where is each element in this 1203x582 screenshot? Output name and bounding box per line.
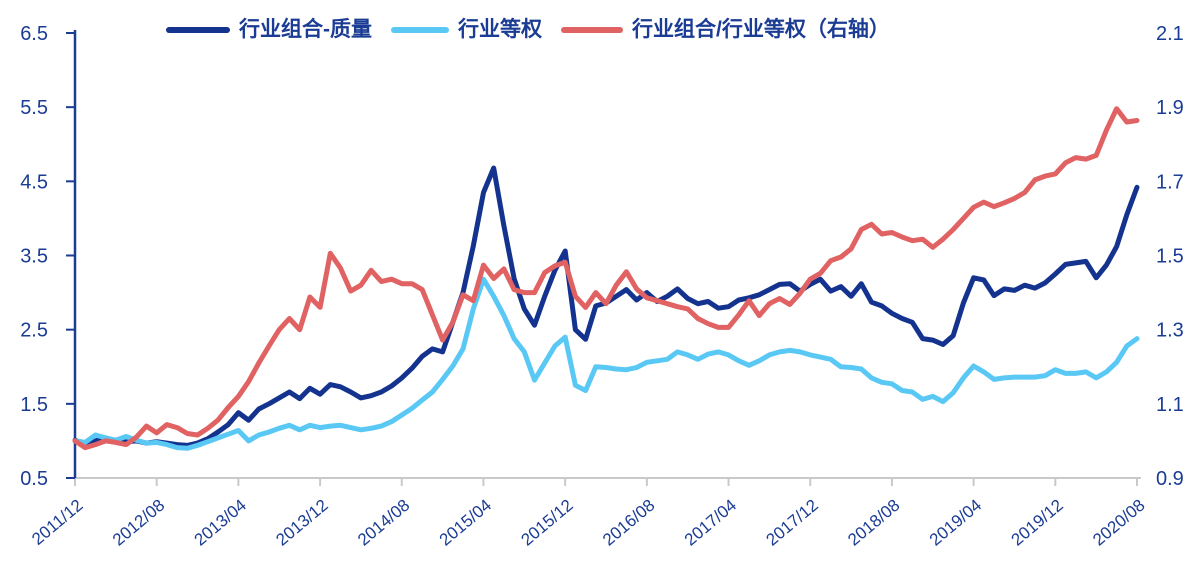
right-axis-tick-label: 1.1 xyxy=(1156,394,1184,416)
left-axis-tick-label: 6.5 xyxy=(20,23,48,45)
x-axis-tick-label: 2019/12 xyxy=(1008,496,1067,550)
x-axis-tick-label: 2017/12 xyxy=(763,496,822,550)
right-axis-tick-label: 1.5 xyxy=(1156,246,1184,268)
x-axis-tick-label: 2018/08 xyxy=(844,496,903,550)
x-axis-tick-label: 2012/08 xyxy=(109,496,168,550)
right-axis-tick-label: 0.9 xyxy=(1156,468,1184,490)
right-axis-tick-label: 1.7 xyxy=(1156,171,1184,193)
x-axis-tick-label: 2017/04 xyxy=(681,496,740,550)
left-axis-tick-label: 2.5 xyxy=(20,320,48,342)
x-axis-tick-label: 2015/12 xyxy=(517,496,576,550)
x-axis-tick-label: 2016/08 xyxy=(599,496,658,550)
series-line-red xyxy=(72,106,1140,451)
left-axis-tick-label: 5.5 xyxy=(20,97,48,119)
left-axis-tick-label: 0.5 xyxy=(20,468,48,490)
x-axis-tick-label: 2015/04 xyxy=(436,496,495,550)
legend-label-ratio-right-axis: 行业组合/行业等权（右轴） xyxy=(632,18,890,41)
x-axis-tick-label: 2011/12 xyxy=(28,496,86,549)
legend-item-quality-portfolio: 行业组合-质量 xyxy=(166,16,372,44)
right-axis-tick-label: 1.3 xyxy=(1156,320,1184,342)
legend-swatch-quality-portfolio xyxy=(166,27,230,33)
left-axis-tick-label: 3.5 xyxy=(20,246,48,268)
right-axis-tick-label: 2.1 xyxy=(1156,23,1184,45)
legend-label-quality-portfolio: 行业组合-质量 xyxy=(239,18,372,41)
legend-label-industry-equal-weight: 行业等权 xyxy=(458,18,542,41)
legend-item-ratio-right-axis: 行业组合/行业等权（右轴） xyxy=(561,16,890,44)
legend-swatch-industry-equal-weight xyxy=(391,27,449,33)
x-axis-tick-label: 2020/08 xyxy=(1089,496,1148,550)
x-axis-tick-label: 2013/04 xyxy=(191,496,250,550)
left-axis-tick-label: 4.5 xyxy=(20,171,48,193)
left-axis-tick-label: 1.5 xyxy=(20,394,48,416)
legend-item-industry-equal-weight: 行业等权 xyxy=(391,16,542,44)
legend: 行业组合-质量 行业等权 行业组合/行业等权（右轴） xyxy=(166,16,890,44)
x-axis-tick-label: 2013/12 xyxy=(272,496,331,550)
x-axis-tick-label: 2014/08 xyxy=(354,496,413,550)
series-line-cyan xyxy=(72,276,1140,451)
x-axis-tick-label: 2019/04 xyxy=(926,496,985,550)
right-axis-tick-label: 1.9 xyxy=(1156,97,1184,119)
legend-swatch-ratio-right-axis xyxy=(561,27,623,33)
